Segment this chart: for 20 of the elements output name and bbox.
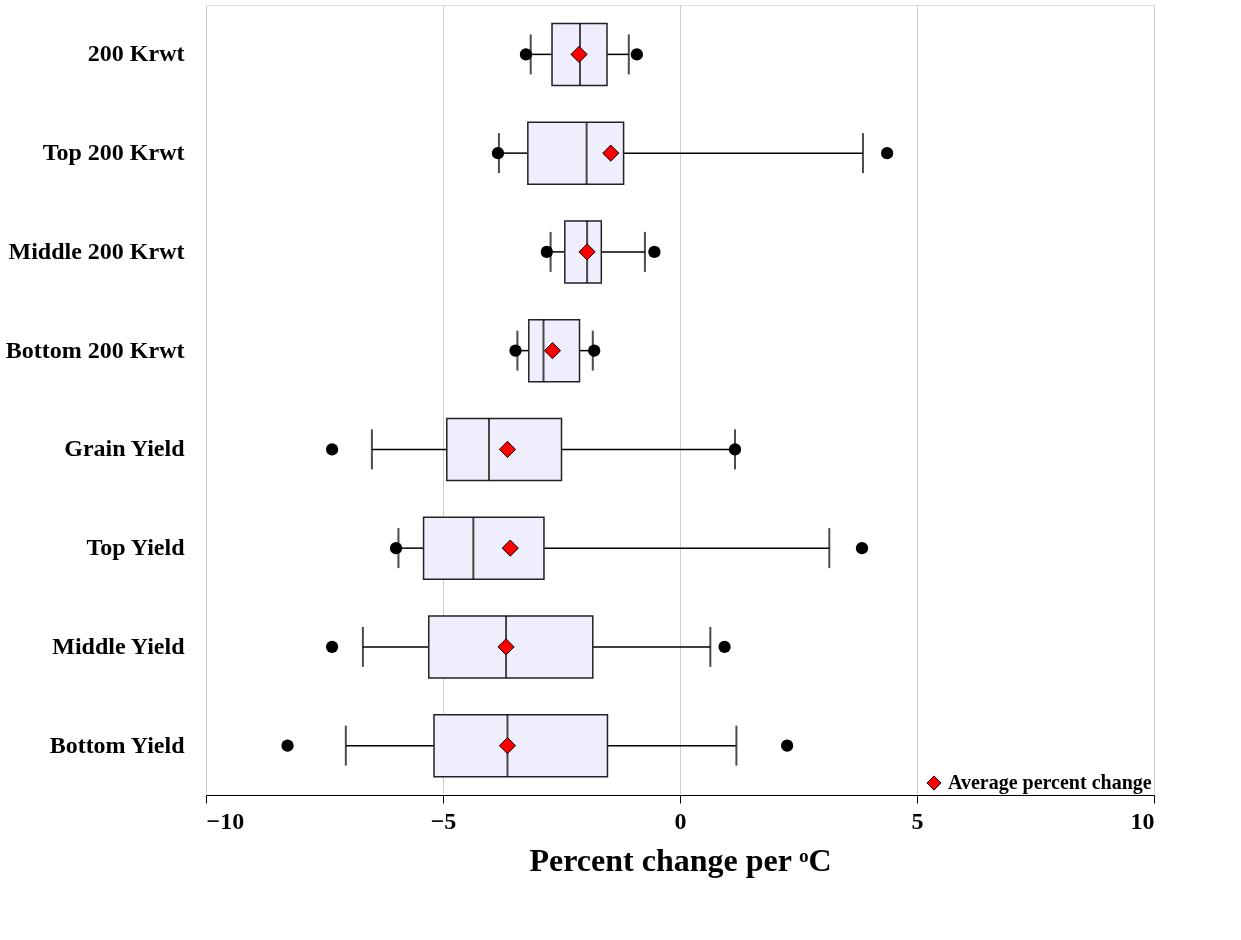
x-tick-label: −5 [430, 807, 457, 834]
point [501, 539, 519, 557]
x-tick-label: −10 [206, 807, 245, 834]
x-tick-label: 0 [674, 807, 687, 834]
point [497, 638, 515, 656]
x-tick-label: 10 [1130, 807, 1155, 834]
point [498, 737, 517, 755]
y-tick-label: Top Yield [86, 534, 186, 561]
y-tick-label: Bottom 200 Krwt [5, 336, 185, 363]
y-tick-label: 200 Krwt [87, 40, 185, 67]
legend-label: Average percent change [948, 771, 1152, 794]
point [498, 440, 517, 458]
y-tick-label: Top 200 Krwt [42, 139, 185, 166]
x-tick-label: 5 [911, 807, 924, 834]
y-tick-label: Middle 200 Krwt [8, 237, 185, 264]
y-tick-label: Middle Yield [52, 632, 186, 659]
y-tick-label: Bottom Yield [49, 731, 186, 758]
x-axis-title: Percent change per ᵒC [529, 841, 832, 878]
y-tick-label: Grain Yield [64, 435, 186, 462]
point [602, 144, 620, 162]
